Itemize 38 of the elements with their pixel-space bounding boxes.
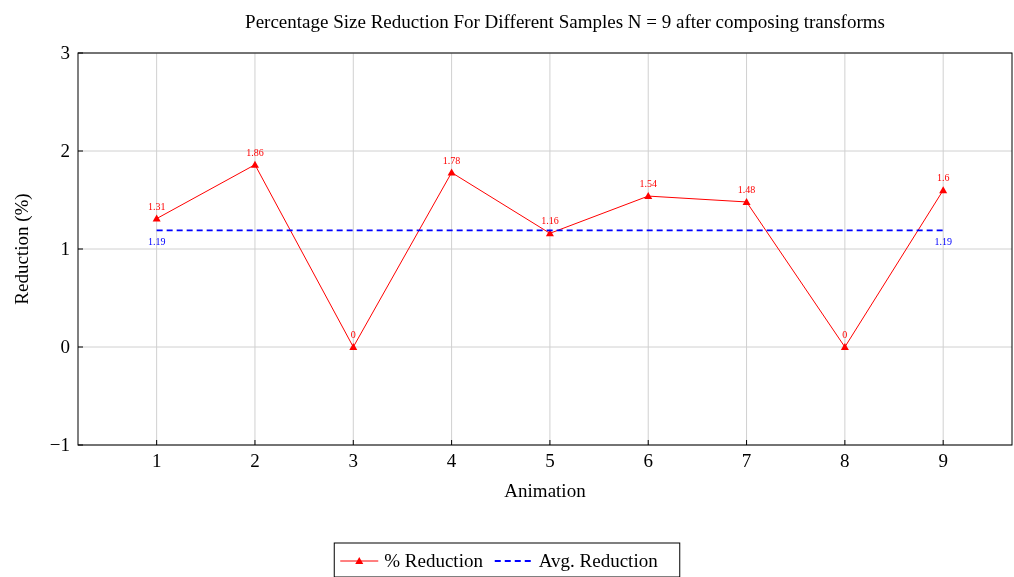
y-tick-label: 1	[60, 238, 70, 259]
x-tick-label: 3	[348, 450, 359, 471]
point	[742, 197, 751, 205]
data-label: 1.6	[936, 172, 950, 184]
x-tick-label: 7	[741, 450, 752, 471]
y-tick-label: −1	[49, 434, 70, 455]
data-label: 0	[842, 329, 848, 340]
point	[447, 168, 456, 176]
y-tick-label: 2	[60, 140, 70, 161]
data-label: 1.31	[147, 200, 166, 212]
data-label: 1.86	[246, 146, 264, 158]
y-tick-label: 3	[60, 42, 70, 63]
data-label: 0	[350, 329, 356, 340]
legend-label: Avg. Reduction	[538, 550, 659, 571]
chart-title: Percentage Size Reduction For Different Samples N = 9 after composing transforms	[245, 11, 885, 32]
point	[349, 343, 358, 350]
x-axis-title: Animation	[504, 480, 587, 501]
data-label: 1.19	[934, 236, 952, 248]
x-tick-label: 2	[250, 450, 260, 471]
point	[250, 160, 259, 168]
x-tick-label: 8	[840, 450, 850, 471]
x-tick-label: 6	[643, 450, 653, 471]
data-label: 1.48	[737, 183, 756, 195]
legend-label: % Reduction	[384, 550, 484, 571]
x-tick-label: 9	[938, 450, 948, 471]
y-axis-title: Reduction (%)	[11, 193, 33, 305]
x-tick-label: 1	[151, 450, 162, 471]
point	[939, 186, 948, 194]
data-label: 1.78	[442, 154, 461, 166]
point	[840, 343, 849, 350]
x-tick-label: 4	[446, 450, 457, 471]
point	[644, 192, 653, 200]
data-label: 1.19	[147, 236, 166, 248]
data-label: 1.54	[639, 178, 657, 190]
data-label: 1.16	[541, 215, 559, 227]
point	[152, 214, 161, 222]
y-tick-label: 0	[60, 336, 70, 357]
x-tick-label: 5	[545, 450, 555, 471]
